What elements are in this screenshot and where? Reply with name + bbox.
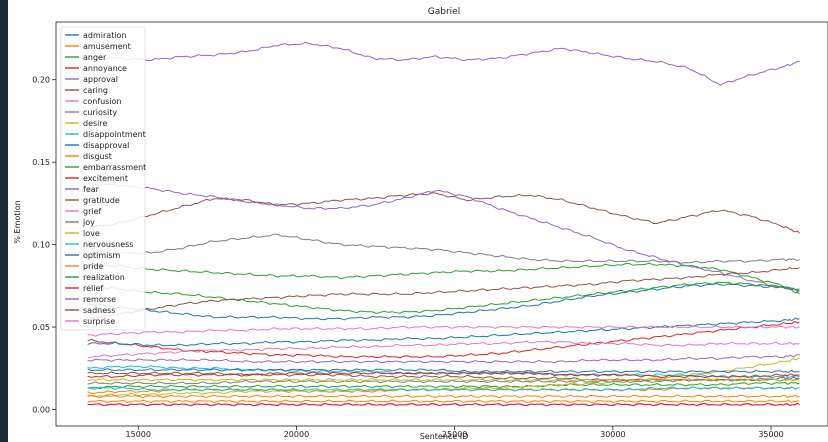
series-line-pride (87, 394, 800, 399)
x-tick-label: 20000 (284, 430, 309, 439)
legend-label: embarrassment (83, 163, 146, 172)
legend-label: disappointment (83, 130, 146, 139)
series-line-fear (87, 182, 800, 293)
series-line-nervousness (87, 386, 800, 392)
legend-label: amusement (83, 42, 131, 51)
y-tick-label: 0.00 (32, 406, 50, 415)
x-tick-label: 15000 (126, 430, 151, 439)
legend-label: relief (83, 284, 103, 293)
legend-label: curiosity (83, 108, 117, 117)
series-line-admiration (87, 282, 800, 321)
series-line-sadness (87, 266, 800, 321)
legend-label: admiration (83, 31, 127, 40)
x-axis-label: Sentence ID (420, 432, 469, 441)
legend-label: sadness (83, 306, 115, 315)
series-line-annoyance (87, 321, 800, 359)
legend-label: optimism (83, 251, 121, 260)
y-axis-label: % Emotion (13, 200, 22, 243)
y-tick-label: 0.20 (32, 76, 50, 85)
x-tick-label: 35000 (758, 430, 783, 439)
series-line-realization (87, 281, 800, 315)
chart-window: Gabriel 15000 20000 25000 30000 35000 0.00 0.… (8, 0, 828, 442)
y-axis: 0.00 0.05 0.10 0.15 0.20 (32, 76, 56, 415)
legend-label: surprise (83, 317, 115, 326)
plot-area (55, 21, 828, 427)
y-tick-label: 0.10 (32, 241, 50, 250)
series-line-anger (87, 381, 800, 390)
legend-label: gratitude (83, 196, 120, 205)
legend-label: confusion (83, 97, 122, 106)
legend-label: pride (83, 262, 104, 271)
series-line-caring (87, 192, 800, 234)
series-line-surprise (87, 325, 800, 337)
series-line-embarrassment (87, 262, 800, 295)
x-tick-label: 30000 (600, 430, 625, 439)
legend-label: realization (83, 273, 125, 282)
legend-label: grief (83, 207, 102, 216)
legend-label: joy (82, 218, 95, 227)
legend-label: disgust (83, 152, 112, 161)
series-line-love (87, 377, 800, 382)
legend-label: love (83, 229, 100, 238)
series-line-remorse (87, 354, 800, 364)
chart-title: Gabriel (428, 7, 460, 17)
legend-box (60, 26, 146, 331)
line-chart: Gabriel 15000 20000 25000 30000 35000 0.000.… (13, 7, 828, 441)
legend-label: disapproval (83, 141, 129, 150)
legend-label: nervousness (83, 240, 133, 249)
legend-label: caring (83, 86, 108, 95)
series-line-relief (87, 402, 800, 407)
series-line-optimism (87, 368, 800, 374)
x-tick-label: 25000 (442, 430, 467, 439)
series-line-disappointment (87, 365, 800, 379)
legend-label: excitement (83, 174, 128, 183)
series-line-disgust (87, 399, 800, 404)
legend: admiration amusement anger annoyance approva… (60, 26, 146, 331)
legend-label: annoyance (83, 64, 127, 73)
legend-label: approval (83, 75, 118, 84)
legend-label: remorse (83, 295, 116, 304)
series-line-confusion (87, 340, 800, 358)
series-line-curiosity (87, 233, 800, 265)
legend-label: desire (83, 119, 108, 128)
series-line-approval (87, 41, 800, 86)
series-line-excitement (87, 371, 800, 379)
y-tick-label: 0.05 (32, 323, 50, 332)
x-axis: 15000 20000 25000 30000 35000 (126, 426, 784, 439)
legend-label: anger (83, 53, 107, 62)
series-line-desire (87, 357, 800, 398)
legend-label: fear (83, 185, 100, 194)
y-tick-label: 0.15 (32, 158, 50, 167)
